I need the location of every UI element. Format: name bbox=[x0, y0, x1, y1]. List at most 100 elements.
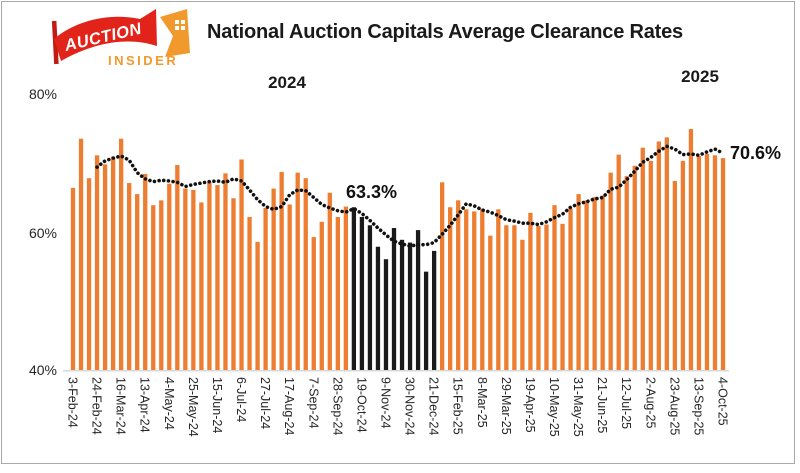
clearance-bar bbox=[520, 239, 525, 370]
clearance-bar bbox=[544, 224, 549, 370]
year-label-2024: 2024 bbox=[268, 73, 306, 92]
clearance-bar bbox=[143, 174, 148, 370]
clearance-bar bbox=[303, 178, 308, 370]
clearance-bar bbox=[472, 211, 477, 370]
clearance-bar bbox=[94, 155, 100, 370]
x-axis-label: 30-Nov-24 bbox=[403, 377, 417, 435]
clearance-bar-highlighted bbox=[359, 216, 365, 370]
clearance-bar bbox=[207, 182, 212, 370]
x-axis-label: 10-May-25 bbox=[547, 377, 561, 437]
clearance-bar bbox=[151, 205, 156, 370]
x-axis-label: 25-May-24 bbox=[186, 377, 200, 437]
x-axis-label: 4-May-24 bbox=[162, 377, 176, 430]
x-axis-label: 15-Jun-24 bbox=[210, 377, 224, 433]
clearance-bar bbox=[70, 187, 76, 370]
y-axis-label-40: 40% bbox=[28, 362, 57, 378]
clearance-bar-highlighted bbox=[391, 228, 397, 370]
moving-average-dotted-line bbox=[95, 144, 725, 248]
x-axis-label: 6-Jul-24 bbox=[234, 377, 248, 422]
clearance-bar bbox=[343, 206, 348, 370]
clearance-bar bbox=[167, 183, 172, 370]
x-axis-label: 29-Mar-25 bbox=[499, 377, 513, 435]
clearance-bar bbox=[536, 225, 541, 370]
clearance-bar bbox=[664, 137, 669, 370]
clearance-bar bbox=[480, 208, 485, 370]
clearance-bar bbox=[576, 194, 581, 370]
year-label-2025: 2025 bbox=[681, 67, 719, 86]
x-axis-label: 24-Feb-24 bbox=[90, 377, 104, 435]
clearance-bar bbox=[287, 204, 292, 370]
clearance-bar bbox=[464, 209, 469, 370]
clearance-bar-highlighted bbox=[415, 230, 421, 370]
x-axis-label: 9-Nov-24 bbox=[378, 377, 392, 428]
clearance-bar bbox=[488, 235, 493, 370]
y-axis-label-60: 60% bbox=[28, 225, 57, 241]
clearance-bar bbox=[327, 192, 332, 370]
clearance-bar-highlighted bbox=[375, 246, 381, 370]
x-axis-label: 23-Aug-25 bbox=[667, 377, 681, 435]
clearance-bar bbox=[255, 241, 260, 370]
clearance-bar bbox=[648, 160, 653, 370]
x-axis-label: 16-Mar-24 bbox=[114, 377, 128, 435]
y-axis-label-80: 80% bbox=[28, 86, 57, 102]
clearance-bar bbox=[271, 188, 276, 370]
clearance-bar bbox=[86, 178, 92, 370]
clearance-bar bbox=[335, 216, 340, 370]
chart-border bbox=[1, 1, 795, 464]
clearance-bar bbox=[311, 237, 316, 370]
clearance-bar bbox=[263, 207, 268, 370]
x-axis-label: 21-Jun-25 bbox=[595, 377, 609, 433]
annotation-oct-2024: 63.3% bbox=[346, 182, 398, 202]
clearance-bar bbox=[440, 182, 445, 370]
clearance-bar bbox=[319, 221, 324, 370]
clearance-bar bbox=[110, 156, 116, 370]
clearance-bar bbox=[528, 212, 533, 370]
clearance-bar bbox=[512, 225, 517, 370]
clearance-bar bbox=[78, 138, 84, 370]
x-axis-label: 7-Sep-24 bbox=[306, 377, 320, 428]
clearance-bar bbox=[608, 172, 613, 370]
clearance-bar bbox=[560, 223, 565, 370]
x-axis-label: 4-Oct-25 bbox=[716, 377, 730, 426]
clearance-bar bbox=[592, 196, 597, 371]
x-axis-label: 2-Aug-25 bbox=[643, 377, 657, 428]
clearance-bar bbox=[183, 188, 188, 370]
clearance-bar bbox=[175, 165, 180, 370]
clearance-bar bbox=[624, 176, 629, 370]
clearance-bar bbox=[552, 205, 557, 370]
clearance-bar bbox=[159, 200, 164, 370]
clearance-bar-highlighted bbox=[407, 242, 413, 370]
clearance-bar bbox=[456, 200, 461, 370]
clearance-bar bbox=[215, 185, 220, 370]
clearance-bar bbox=[135, 194, 140, 370]
clearance-bar bbox=[672, 180, 678, 370]
clearance-bar-highlighted bbox=[367, 225, 373, 370]
clearance-bar bbox=[600, 195, 605, 370]
clearance-bar bbox=[127, 183, 132, 370]
x-axis-label: 3-Feb-24 bbox=[66, 377, 80, 428]
clearance-bar bbox=[199, 202, 204, 370]
clearance-bar bbox=[688, 129, 694, 370]
clearance-bar bbox=[295, 172, 300, 370]
clearance-bar-highlighted bbox=[431, 250, 437, 370]
x-axis-label: 21-Dec-24 bbox=[427, 377, 441, 435]
x-axis-label: 19-Apr-25 bbox=[523, 377, 537, 433]
x-axis-label: 28-Sep-24 bbox=[330, 377, 344, 435]
x-axis-label: 15-Feb-25 bbox=[451, 377, 465, 435]
clearance-bar bbox=[247, 216, 252, 370]
clearance-bar-highlighted bbox=[383, 259, 389, 370]
clearance-bar bbox=[704, 153, 710, 370]
clearance-bar bbox=[231, 198, 236, 370]
x-axis-label: 19-Oct-24 bbox=[354, 377, 368, 433]
clearance-bar bbox=[239, 159, 244, 370]
clearance-bar bbox=[504, 225, 509, 370]
x-axis-label: 12-Jul-25 bbox=[619, 377, 633, 429]
x-axis-label: 13-Apr-24 bbox=[138, 377, 152, 433]
clearance-bar bbox=[696, 156, 702, 370]
clearance-bar bbox=[102, 164, 108, 370]
logo-word-insider: INSIDER bbox=[108, 53, 178, 68]
clearance-bar bbox=[279, 171, 284, 370]
clearance-bar bbox=[720, 158, 726, 370]
